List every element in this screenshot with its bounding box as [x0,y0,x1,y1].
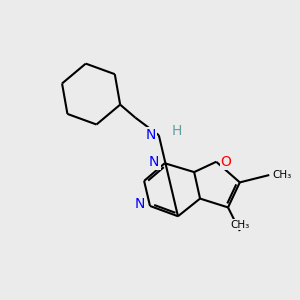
Text: O: O [221,155,232,169]
Text: CH₃: CH₃ [230,220,249,230]
Text: H: H [172,124,182,138]
Text: N: N [134,197,145,212]
Text: N: N [146,128,156,142]
Text: N: N [149,155,159,169]
Text: CH₃: CH₃ [272,170,291,180]
